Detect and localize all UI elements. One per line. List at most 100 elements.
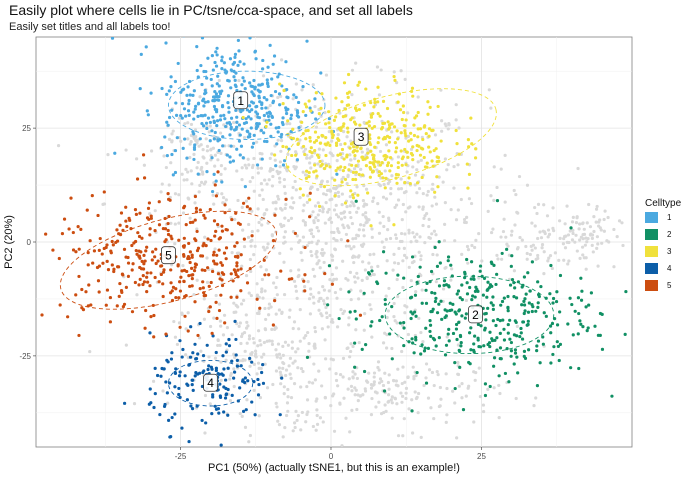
cluster-point-1 (238, 153, 242, 157)
cluster-point-5 (303, 289, 307, 293)
background-point (462, 217, 467, 222)
background-point (361, 228, 366, 232)
cluster-label-box (233, 91, 249, 110)
cluster-point-2 (488, 344, 492, 349)
background-point (344, 416, 348, 420)
cluster-point-2 (632, 314, 635, 317)
background-point (316, 213, 320, 217)
background-point (232, 310, 236, 314)
cluster-point-2 (522, 349, 527, 354)
background-point (329, 220, 334, 224)
cluster-point-2 (362, 369, 367, 374)
cluster-point-5 (284, 197, 288, 202)
background-point (160, 182, 164, 186)
cluster-point-2 (464, 312, 468, 316)
cluster-point-5 (40, 313, 44, 317)
background-point (242, 244, 247, 249)
cluster-point-5 (141, 274, 145, 278)
cluster-point-1 (176, 61, 180, 66)
background-point (281, 353, 285, 357)
background-point (286, 218, 291, 223)
background-point (529, 244, 533, 249)
background-point (378, 377, 383, 381)
cluster-point-3 (318, 141, 323, 145)
cluster-point-2 (364, 343, 368, 347)
cluster-point-5 (180, 269, 184, 273)
cluster-label-5: 5 (165, 249, 172, 263)
background-point (472, 420, 476, 424)
cluster-point-1 (240, 127, 244, 131)
cluster-point-2 (509, 340, 514, 345)
background-point (312, 220, 316, 225)
background-point (275, 405, 279, 409)
background-point (190, 182, 194, 186)
cluster-point-2 (354, 317, 358, 321)
cluster-point-4 (218, 382, 222, 386)
background-point (536, 236, 540, 241)
background-point (282, 224, 286, 228)
background-point (309, 166, 313, 170)
cluster-point-5 (44, 232, 48, 236)
background-point (419, 158, 423, 162)
background-point (354, 61, 358, 65)
cluster-point-4 (191, 351, 195, 355)
background-point (255, 372, 259, 376)
cluster-point-4 (226, 387, 230, 392)
cluster-point-4 (246, 379, 250, 383)
background-point (295, 296, 299, 300)
background-point (460, 396, 464, 400)
background-point (348, 210, 352, 215)
cluster-point-1 (275, 142, 279, 146)
background-point (336, 190, 340, 194)
background-point (167, 183, 171, 187)
cluster-point-3 (406, 155, 410, 159)
cluster-point-4 (260, 370, 264, 375)
cluster-point-5 (161, 294, 165, 299)
legend-label-2: 2 (667, 230, 672, 239)
cluster-point-1 (282, 159, 287, 163)
cluster-point-3 (378, 114, 382, 118)
background-point (302, 203, 306, 207)
cluster-point-1 (269, 93, 273, 98)
background-point (305, 200, 309, 204)
background-point (341, 375, 345, 379)
cluster-point-1 (294, 95, 298, 99)
background-point (402, 246, 406, 250)
cluster-point-2 (552, 345, 556, 349)
cluster-point-2 (506, 306, 510, 310)
background-point (281, 360, 285, 365)
background-point (171, 129, 175, 133)
background-point (588, 233, 593, 237)
background-point (228, 398, 233, 403)
cluster-point-5 (154, 261, 158, 266)
background-point (567, 259, 571, 263)
background-point (443, 222, 447, 227)
cluster-point-5 (121, 304, 125, 309)
cluster-point-5 (258, 306, 262, 310)
cluster-point-1 (277, 92, 282, 96)
background-point (352, 275, 357, 279)
cluster-point-2 (337, 316, 341, 321)
background-point (395, 80, 399, 85)
background-point (401, 365, 405, 369)
background-point (585, 240, 589, 244)
cluster-point-1 (222, 113, 226, 117)
background-point (561, 242, 565, 246)
background-point (276, 419, 280, 423)
background-point (546, 235, 550, 239)
background-point (307, 349, 311, 353)
cluster-point-2 (437, 240, 441, 244)
cluster-point-3 (317, 155, 321, 160)
background-point (313, 378, 317, 382)
cluster-point-3 (381, 121, 385, 126)
background-point (391, 268, 395, 272)
cluster-point-1 (238, 133, 242, 137)
background-point (496, 257, 500, 261)
cluster-point-5 (239, 289, 243, 293)
cluster-point-4 (256, 393, 261, 397)
cluster-point-4 (190, 407, 195, 411)
background-point (587, 202, 591, 207)
background-point (366, 380, 370, 384)
cluster-point-4 (200, 418, 204, 423)
